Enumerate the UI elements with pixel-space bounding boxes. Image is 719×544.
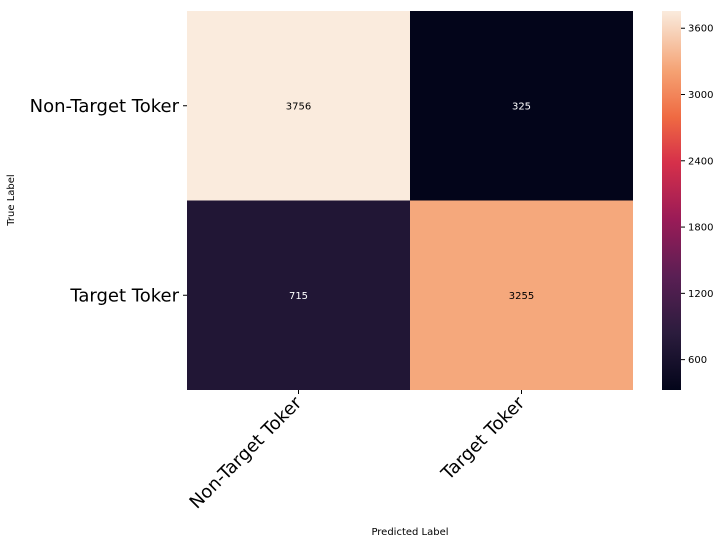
colorbar-tick-label-3: 2400 bbox=[688, 156, 713, 167]
colorbar-tick-label-4: 3000 bbox=[688, 90, 713, 101]
colorbar-tick-label-0: 600 bbox=[688, 355, 707, 366]
colorbar-tick-label-5: 3600 bbox=[688, 24, 713, 35]
y-axis: Non-Target Toker Target Toker bbox=[30, 96, 187, 306]
colorbar-ticks: 600 1200 1800 2400 3000 3600 bbox=[681, 24, 713, 366]
x-tick-label-0: Non-Target Toker bbox=[186, 392, 307, 513]
heatmap-cell-values: 3756 325 715 3255 bbox=[286, 101, 534, 302]
cell-value-r0-c1: 325 bbox=[512, 101, 531, 112]
y-axis-label: True Label bbox=[6, 174, 17, 226]
cell-value-r1-c0: 715 bbox=[289, 291, 308, 302]
colorbar-tick-label-1: 1200 bbox=[688, 289, 713, 300]
heatmap-cells bbox=[187, 11, 633, 390]
x-tick-label-1: Target Toker bbox=[437, 392, 530, 485]
colorbar bbox=[662, 11, 681, 390]
x-axis: Non-Target Toker Target Toker bbox=[186, 390, 530, 513]
cell-value-r1-c1: 3255 bbox=[509, 291, 534, 302]
y-tick-label-1: Target Toker bbox=[69, 285, 179, 306]
heatmap-cell-r0-c0 bbox=[187, 11, 410, 201]
x-axis-label: Predicted Label bbox=[371, 527, 448, 538]
cell-value-r0-c0: 3756 bbox=[286, 101, 311, 112]
colorbar-tick-label-2: 1800 bbox=[688, 223, 713, 234]
heatmap-cell-r1-c1 bbox=[410, 200, 633, 390]
colorbar-gradient bbox=[662, 11, 681, 390]
heatmap-cell-r0-c1 bbox=[410, 11, 633, 201]
heatmap-cell-r1-c0 bbox=[187, 200, 410, 390]
y-tick-label-0: Non-Target Toker bbox=[30, 96, 180, 117]
